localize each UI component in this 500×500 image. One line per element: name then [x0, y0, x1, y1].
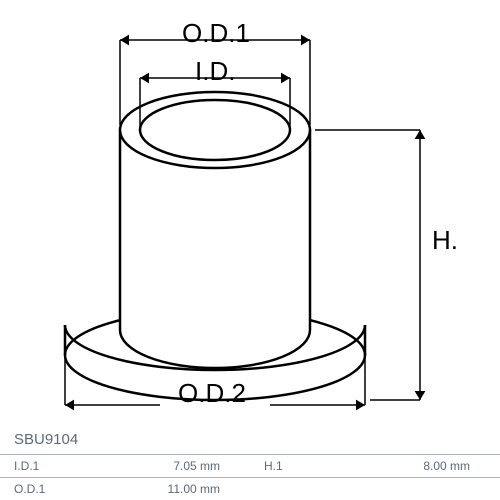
- label-od2: O.D.2: [178, 378, 246, 409]
- spec-key: [250, 478, 330, 500]
- spec-val: [330, 478, 500, 500]
- label-od1: O.D.1: [182, 18, 250, 49]
- spec-key: O.D.1: [0, 478, 80, 500]
- spec-val: 11.00 mm: [80, 478, 250, 500]
- part-number: SBU9104: [14, 431, 78, 448]
- spec-table: I.D.17.05 mmH.18.00 mmO.D.111.00 mm: [0, 454, 500, 500]
- spec-key: I.D.1: [0, 455, 80, 478]
- table-row: O.D.111.00 mm: [0, 478, 500, 500]
- label-h: H.: [432, 225, 458, 256]
- spec-key: H.1: [250, 455, 330, 478]
- spec-val: 7.05 mm: [80, 455, 250, 478]
- label-id: I.D.: [195, 56, 235, 87]
- diagram-svg: [0, 0, 500, 430]
- table-row: I.D.17.05 mmH.18.00 mm: [0, 455, 500, 478]
- bushing-diagram: O.D.1 I.D. O.D.2 H.: [0, 0, 500, 430]
- spec-val: 8.00 mm: [330, 455, 500, 478]
